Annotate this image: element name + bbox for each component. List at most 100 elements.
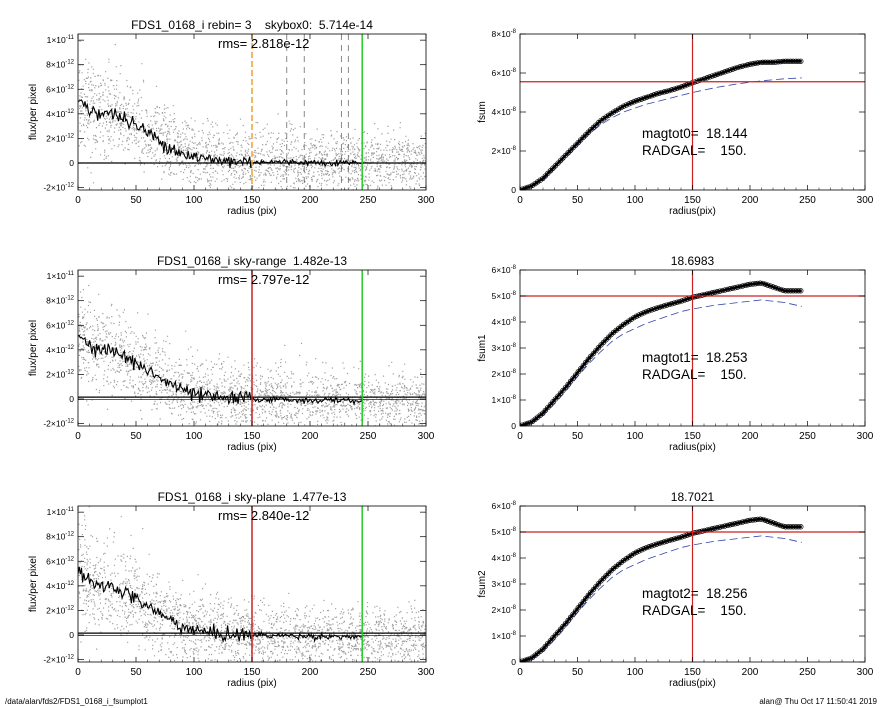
curve-point — [765, 282, 771, 288]
curve-point — [788, 58, 794, 64]
curve-point — [562, 384, 569, 391]
x-tick-label: 150 — [244, 431, 261, 442]
curve-point — [648, 93, 655, 99]
y-tick-label: 1×10-8 — [492, 631, 517, 641]
curve-point — [631, 550, 637, 557]
y-tick-label: 4×10-12 — [46, 109, 74, 119]
curve-point — [767, 283, 774, 289]
panel-2: magtot0= 18.144 RADGAL= 150. 0 50 100 150 200 2… — [477, 29, 874, 217]
y-tick-label: 3×10-8 — [492, 343, 517, 353]
plot-area — [520, 506, 865, 662]
curve-point — [674, 535, 680, 541]
curve-point — [742, 62, 748, 69]
footer-file-path: /data/alan/fds2/FDS1_0168_i_fsumplot1 — [5, 697, 148, 706]
curve-point — [724, 286, 731, 293]
curve-point — [755, 280, 761, 287]
curve-point — [522, 657, 528, 662]
scatter-cloud — [78, 40, 426, 190]
curve-point — [646, 93, 652, 100]
y-tick-label: 2×10-8 — [492, 146, 517, 156]
curve-point — [648, 543, 655, 549]
curve-point — [724, 68, 731, 74]
profile-line — [78, 566, 363, 643]
x-tick-label: 150 — [244, 667, 261, 678]
curve-point — [798, 288, 804, 294]
curve-point — [785, 288, 791, 294]
curve-point — [782, 524, 789, 530]
panel-4: magtot1= 18.253 RADGAL= 150. 0 50 100 150 200 2… — [477, 254, 874, 453]
curve-point — [760, 280, 766, 287]
curve-point — [750, 281, 756, 287]
curve-point — [755, 516, 761, 523]
curve-point — [798, 524, 804, 530]
curve-point — [752, 517, 758, 523]
curve-point — [702, 527, 708, 534]
curve-point — [737, 64, 743, 70]
curve-point — [785, 58, 791, 64]
curve-point — [552, 396, 559, 402]
y-tick-label: 5×10-8 — [492, 527, 517, 537]
curve-point — [676, 534, 683, 541]
x-tick-label: 200 — [302, 667, 319, 678]
curve-point — [777, 286, 784, 293]
curve-point — [653, 305, 660, 311]
y-tick-label: 6×10-12 — [46, 320, 74, 330]
curve-point — [707, 74, 713, 80]
y-tick-label: 0 — [511, 657, 516, 667]
x-axis-label: radius (pix) — [227, 678, 276, 689]
x-tick-label: 300 — [418, 431, 435, 442]
curve-point — [636, 97, 642, 103]
x-tick-label: 300 — [418, 195, 435, 206]
curve-point — [656, 304, 662, 311]
panel-6: magtot2= 18.256 RADGAL= 150. 0 50 100 150 200 2… — [477, 490, 874, 689]
curve-point — [529, 182, 536, 188]
curve-point — [734, 520, 741, 526]
y-tick-label: 1×10-11 — [47, 35, 75, 45]
curve-point — [780, 523, 786, 529]
curve-point — [671, 300, 677, 306]
curve-point — [777, 522, 784, 529]
curve-point — [732, 65, 738, 71]
x-tick-label: 150 — [684, 195, 701, 206]
curve-point — [719, 287, 726, 294]
curve-point — [681, 297, 688, 303]
curve-point — [527, 419, 533, 426]
footer-timestamp: alan@ Thu Oct 17 11:50:41 2019 — [759, 697, 877, 706]
x-tick-label: 100 — [627, 667, 644, 678]
curve-point — [717, 288, 723, 294]
curve-point — [641, 546, 647, 552]
y-tick-label: 0 — [69, 630, 74, 640]
curve-point — [714, 525, 720, 531]
curve-point — [628, 100, 634, 106]
curve-point — [638, 96, 645, 102]
curve-point — [709, 290, 715, 296]
curve-point — [578, 602, 584, 608]
x-tick-label: 150 — [244, 195, 261, 206]
y-tick-label: -2×10-12 — [43, 419, 74, 429]
curve-point — [661, 539, 667, 545]
chart-title: FDS1_0168_i sky-range 1.482e-13 — [157, 254, 347, 268]
curve-point — [709, 526, 715, 532]
curve-point — [626, 101, 632, 107]
x-tick-label: 100 — [186, 431, 203, 442]
curve-point — [656, 90, 662, 96]
curve-point — [780, 287, 786, 293]
dashed-curve — [520, 77, 802, 190]
curve-point — [631, 314, 637, 321]
curve-point — [767, 519, 774, 525]
x-tick-label: 0 — [75, 195, 81, 206]
curve-point — [618, 104, 624, 111]
curve-point — [666, 301, 672, 308]
curve-point — [659, 303, 665, 310]
chart-title: 18.7021 — [671, 490, 715, 504]
curve-point — [621, 103, 627, 109]
curve-point — [798, 58, 804, 64]
curve-point — [522, 185, 528, 190]
profile-line — [78, 334, 363, 406]
annotation-1: magtot0= 18.144 — [642, 126, 748, 141]
x-tick-label: 200 — [742, 195, 759, 206]
y-tick-label: 4×10-8 — [492, 107, 517, 117]
curve-point — [750, 61, 756, 67]
y-axis-label: fsum — [477, 101, 488, 123]
